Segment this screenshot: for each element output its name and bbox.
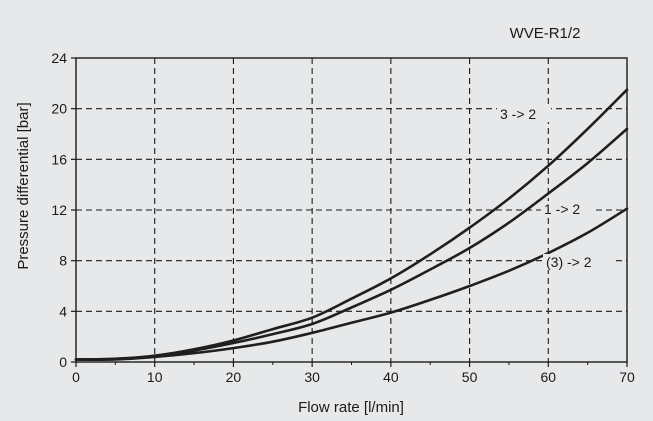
y-tick-label: 24	[51, 50, 67, 66]
series-line	[74, 207, 629, 361]
x-tick-label: 10	[147, 369, 163, 385]
curve-label-background	[541, 201, 595, 217]
curve-label-background	[543, 254, 613, 270]
y-tick-label: 0	[59, 354, 67, 370]
x-tick-label: 30	[304, 369, 320, 385]
x-tick-label: 40	[383, 369, 399, 385]
y-tick-label: 20	[51, 101, 67, 117]
curve-label: 3 -> 2	[500, 106, 536, 122]
x-tick-label: 20	[226, 369, 242, 385]
x-tick-label: 50	[462, 369, 478, 385]
y-axis-label: Pressure differential [bar]	[15, 102, 32, 269]
curve-label-background	[497, 106, 551, 122]
axis-ticks: 0 10 20 30 40 50 60 70 0 4 8 12 16 20 24	[51, 50, 635, 385]
series-group	[74, 88, 629, 361]
y-tick-label: 8	[59, 253, 67, 269]
series-line	[74, 88, 629, 361]
y-tick-label: 4	[59, 303, 67, 319]
x-tick-label: 0	[72, 369, 80, 385]
curve-label: 1 -> 2	[544, 201, 580, 217]
series-line	[74, 127, 629, 361]
curve-labels: 3 -> 2 1 -> 2 (3) -> 2	[497, 106, 613, 270]
model-label: WVE-R1/2	[510, 25, 581, 42]
curve-label: (3) -> 2	[546, 254, 592, 270]
y-tick-label: 16	[51, 151, 67, 167]
x-tick-label: 70	[619, 369, 635, 385]
x-tick-label: 60	[540, 369, 556, 385]
y-tick-label: 12	[51, 202, 67, 218]
x-axis-label: Flow rate [l/min]	[298, 399, 404, 416]
